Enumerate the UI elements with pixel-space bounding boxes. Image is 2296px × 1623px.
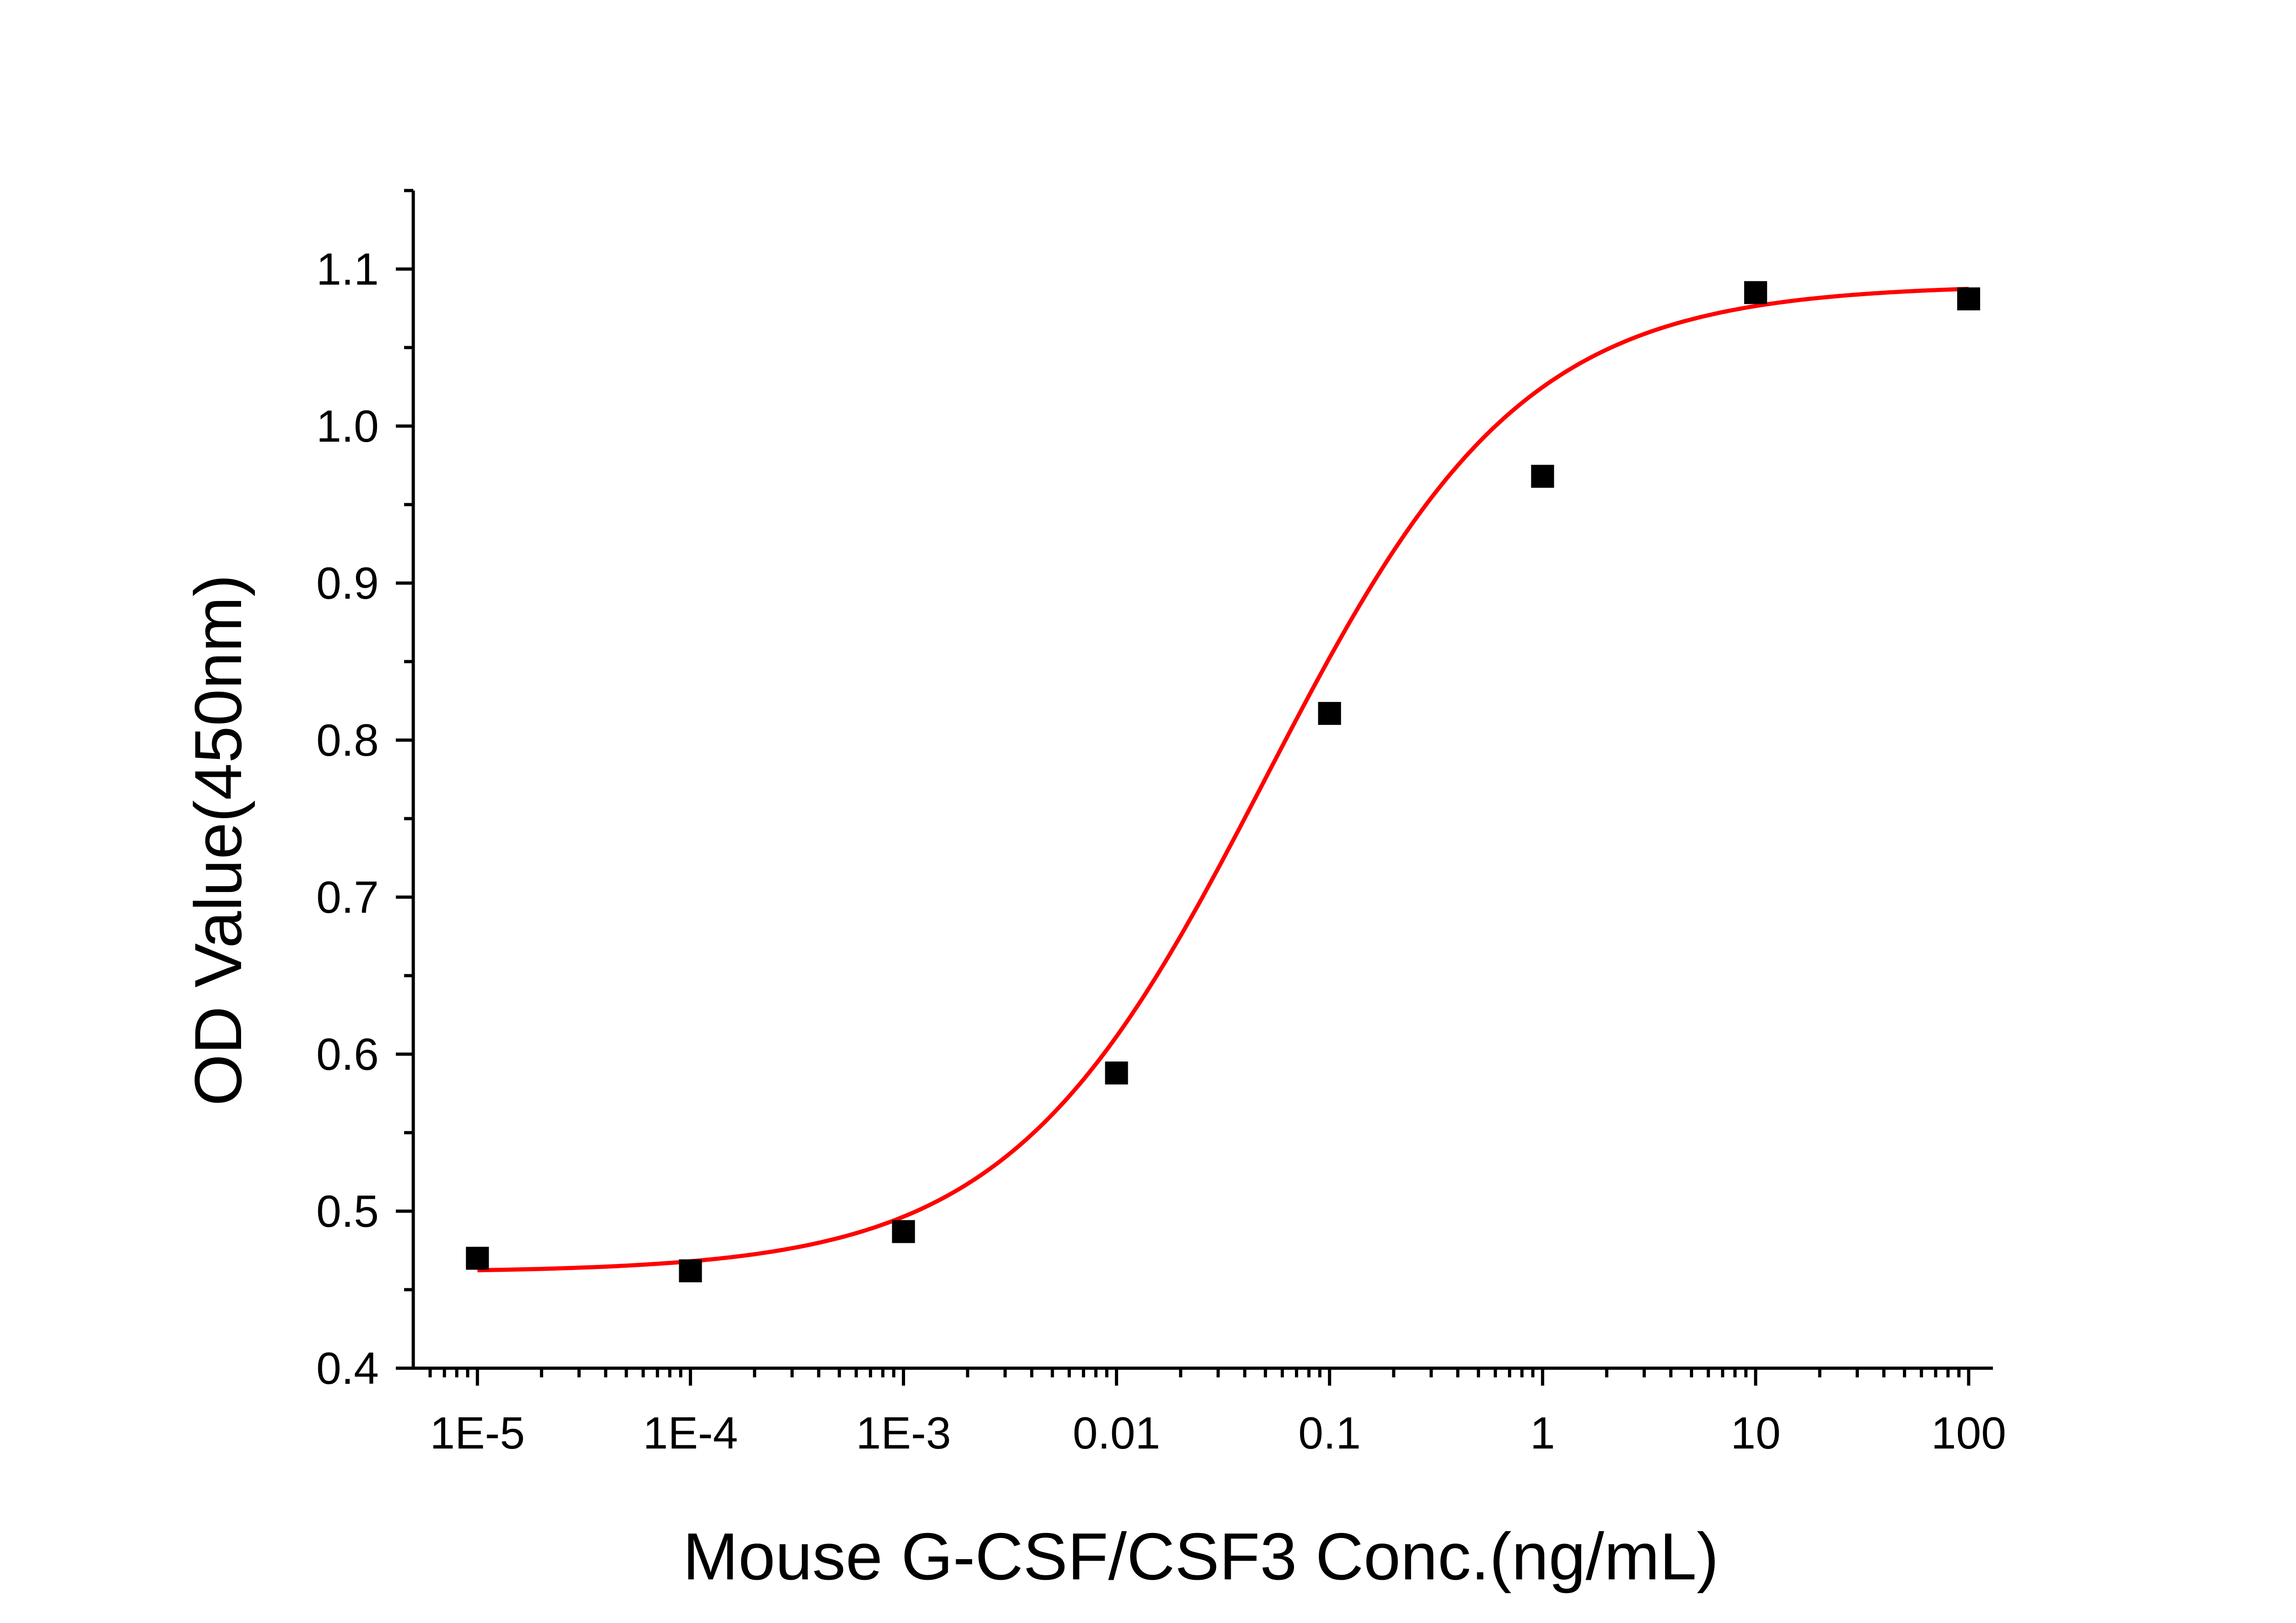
x-tick-label: 0.01: [1073, 1408, 1160, 1458]
x-axis-title: Mouse G-CSF/CSF3 Conc.(ng/mL): [683, 1519, 1719, 1594]
x-tick-label: 1E-3: [856, 1408, 951, 1458]
x-tick-label: 1: [1530, 1408, 1555, 1458]
data-point: [1744, 281, 1767, 304]
data-point: [892, 1220, 915, 1243]
fit-curve: [477, 286, 1969, 1273]
fit-curve-layer: [477, 286, 1969, 1273]
y-tick-label: 0.7: [316, 872, 379, 922]
data-point: [679, 1259, 702, 1282]
data-point: [1957, 287, 1981, 310]
data-point: [1531, 465, 1554, 488]
x-tick-label: 1E-4: [643, 1408, 738, 1458]
x-tick-label: 100: [1931, 1408, 2006, 1458]
y-tick-label: 0.9: [316, 558, 379, 608]
y-tick-label: 0.6: [316, 1029, 379, 1079]
y-tick-label: 0.5: [316, 1186, 379, 1236]
data-point: [1105, 1061, 1128, 1085]
y-axis-title: OD Value(450nm): [181, 574, 255, 1106]
data-points: [466, 281, 1981, 1282]
data-point: [1318, 702, 1341, 725]
data-point: [466, 1247, 489, 1270]
y-tick-label: 0.8: [316, 715, 379, 765]
axes: [396, 189, 1993, 1386]
x-tick-label: 10: [1731, 1408, 1781, 1458]
y-tick-label: 1.1: [316, 244, 379, 294]
y-tick-label: 0.4: [316, 1343, 379, 1393]
x-tick-label: 1E-5: [430, 1408, 525, 1458]
tick-labels: 0.4 0.5 0.6 0.7 0.8 0.9 1.0 1.1 1E-5 1E-4 1E-3 0.01…: [316, 244, 2006, 1458]
x-tick-label: 0.1: [1298, 1408, 1361, 1458]
y-tick-label: 1.0: [316, 401, 379, 451]
